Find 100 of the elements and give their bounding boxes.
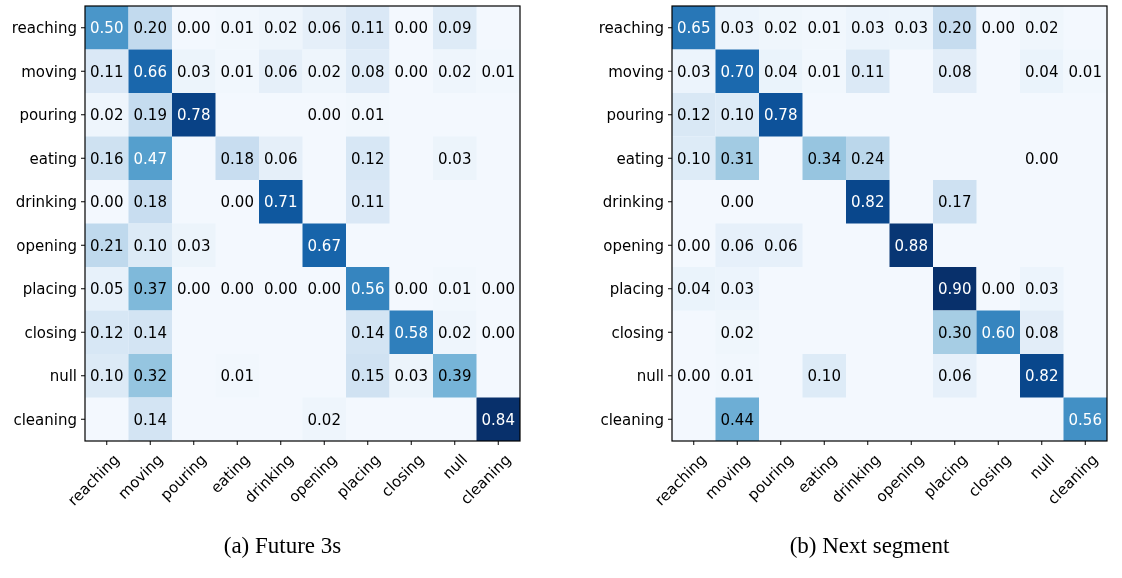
data-label: 0.06: [264, 62, 298, 81]
data-label: 0.58: [394, 323, 428, 342]
data-label: 0.32: [133, 367, 167, 385]
data-label: 0.01: [220, 367, 254, 385]
data-label: 0.03: [720, 280, 754, 298]
data-label: 0.00: [394, 280, 428, 298]
y-tick-label: drinking: [602, 193, 664, 211]
data-label: 0.82: [1025, 367, 1059, 385]
data-label: 0.03: [677, 62, 711, 81]
data-label: 0.78: [177, 106, 211, 124]
data-label: 0.11: [851, 62, 885, 81]
text: (b) Next segment: [789, 533, 950, 558]
data-label: 0.10: [720, 106, 754, 124]
data-label: 0.60: [981, 323, 1015, 342]
y-tick-label: pouring: [606, 106, 664, 124]
data-label: 0.02: [307, 410, 341, 429]
data-label: 0.08: [1025, 323, 1059, 342]
data-label: 0.82: [851, 193, 885, 211]
data-label: 0.50: [90, 19, 124, 37]
data-label: 0.00: [177, 280, 211, 298]
data-label: 0.01: [807, 19, 841, 37]
data-label: 0.47: [133, 149, 167, 168]
data-label: 0.00: [677, 367, 711, 385]
data-label: 0.00: [394, 62, 428, 81]
data-label: 0.04: [1025, 62, 1059, 81]
data-label: 0.00: [220, 193, 254, 211]
data-label: 0.31: [720, 149, 754, 168]
data-label: 0.70: [720, 62, 754, 81]
data-label: 0.03: [438, 149, 472, 168]
data-label: 0.14: [351, 323, 385, 342]
data-label: 0.12: [90, 323, 124, 342]
y-tick-label: cleaning: [13, 410, 77, 429]
data-label: 0.00: [481, 280, 515, 298]
data-label: 0.08: [351, 62, 385, 81]
data-label: 0.10: [807, 367, 841, 385]
data-label: 0.16: [90, 149, 124, 168]
data-label: 0.56: [1068, 410, 1102, 429]
data-label: 0.06: [307, 19, 341, 37]
data-label: 0.39: [438, 367, 472, 385]
data-label: 0.00: [720, 193, 754, 211]
data-label: 0.12: [351, 149, 385, 168]
data-label: 0.90: [938, 280, 972, 298]
data-label: 0.04: [677, 280, 711, 298]
data-label: 0.12: [677, 106, 711, 124]
data-label: 0.00: [220, 280, 254, 298]
data-label: 0.11: [90, 62, 124, 81]
data-label: 0.03: [177, 62, 211, 81]
data-label: 0.10: [677, 149, 711, 168]
data-label: 0.10: [90, 367, 124, 385]
y-tick-label: placing: [609, 280, 664, 298]
data-label: 0.21: [90, 236, 124, 255]
data-label: 0.11: [351, 19, 385, 37]
data-label: 0.00: [1025, 149, 1059, 168]
data-label: 0.00: [481, 323, 515, 342]
y-tick-label: opening: [603, 236, 664, 255]
data-label: 0.01: [1068, 62, 1102, 81]
data-label: 0.02: [307, 62, 341, 81]
y-tick-label: cleaning: [600, 410, 664, 429]
data-label: 0.20: [938, 19, 972, 37]
data-label: 0.66: [133, 62, 167, 81]
y-tick-label: null: [636, 367, 664, 385]
y-tick-label: closing: [611, 323, 664, 342]
data-label: 0.37: [133, 280, 167, 298]
data-label: 0.02: [438, 323, 472, 342]
data-label: 0.03: [394, 367, 428, 385]
data-label: 0.06: [764, 236, 798, 255]
y-tick-label: drinking: [15, 193, 77, 211]
y-tick-label: reaching: [598, 19, 664, 37]
y-tick-label: moving: [608, 62, 664, 81]
data-label: 0.01: [438, 280, 472, 298]
data-label: 0.30: [938, 323, 972, 342]
data-label: 0.02: [264, 19, 298, 37]
data-label: 0.06: [264, 149, 298, 168]
data-label: 0.00: [90, 193, 124, 211]
data-label: 0.20: [133, 19, 167, 37]
data-label: 0.06: [720, 236, 754, 255]
text: (a) Future 3s: [223, 533, 342, 558]
data-label: 0.00: [177, 19, 211, 37]
data-label: 0.01: [220, 62, 254, 81]
data-label: 0.03: [177, 236, 211, 255]
data-label: 0.00: [307, 106, 341, 124]
data-label: 0.00: [981, 19, 1015, 37]
data-label: 0.00: [264, 280, 298, 298]
y-tick-label: opening: [16, 236, 77, 255]
data-label: 0.00: [307, 280, 341, 298]
data-label: 0.44: [720, 410, 754, 429]
data-label: 0.09: [438, 19, 472, 37]
data-label: 0.02: [764, 19, 798, 37]
data-label: 0.10: [133, 236, 167, 255]
data-label: 0.04: [764, 62, 798, 81]
data-label: 0.19: [133, 106, 167, 124]
data-label: 0.65: [677, 19, 711, 37]
data-label: 0.84: [481, 410, 515, 429]
data-label: 0.78: [764, 106, 798, 124]
data-label: 0.02: [1025, 19, 1059, 37]
data-label: 0.01: [481, 62, 515, 81]
data-label: 0.71: [264, 193, 298, 211]
y-tick-label: eating: [29, 149, 77, 168]
data-label: 0.03: [1025, 280, 1059, 298]
data-label: 0.01: [807, 62, 841, 81]
